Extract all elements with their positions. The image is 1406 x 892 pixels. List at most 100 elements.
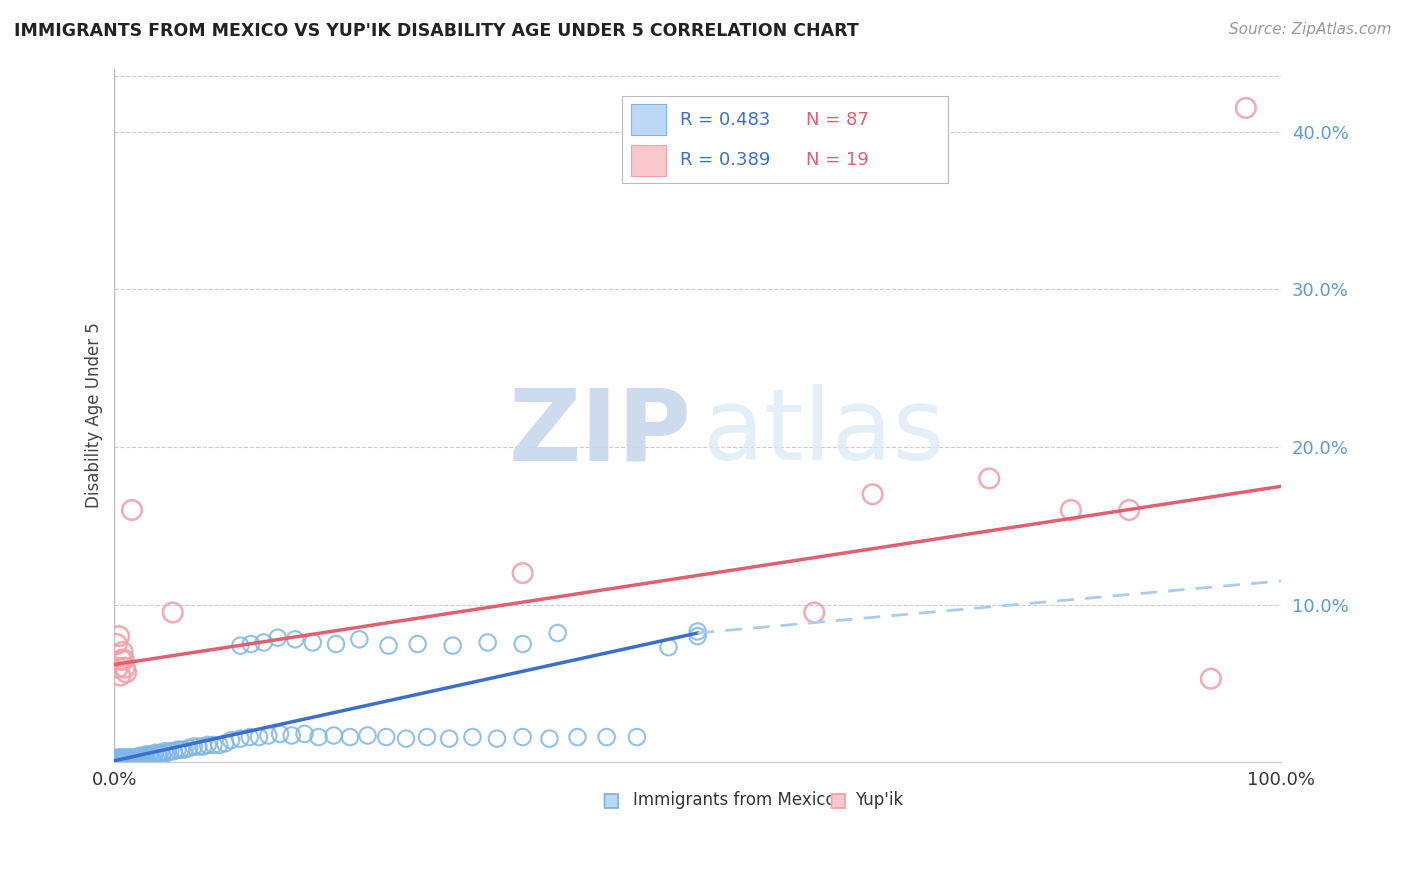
Point bbox=[686, 629, 709, 643]
Point bbox=[406, 637, 429, 651]
Point bbox=[294, 727, 316, 741]
Point bbox=[229, 639, 252, 653]
Point bbox=[512, 566, 534, 580]
Point bbox=[280, 729, 302, 743]
Point bbox=[110, 653, 132, 667]
Point bbox=[595, 730, 617, 744]
Point bbox=[416, 730, 439, 744]
Point bbox=[114, 752, 136, 766]
Point bbox=[118, 752, 141, 766]
Point bbox=[111, 645, 134, 659]
Point bbox=[124, 750, 146, 764]
Point bbox=[112, 750, 135, 764]
Point bbox=[441, 639, 464, 653]
Point bbox=[125, 752, 148, 766]
Point bbox=[461, 730, 484, 744]
Point bbox=[512, 730, 534, 744]
Point bbox=[149, 746, 172, 760]
Text: ZIP: ZIP bbox=[509, 384, 692, 482]
Point bbox=[110, 752, 132, 766]
Point bbox=[437, 731, 460, 746]
Point bbox=[477, 635, 499, 649]
Text: Immigrants from Mexico: Immigrants from Mexico bbox=[634, 791, 837, 809]
FancyBboxPatch shape bbox=[621, 96, 949, 183]
Text: N = 19: N = 19 bbox=[806, 152, 869, 169]
Point bbox=[247, 730, 270, 744]
Point bbox=[202, 738, 225, 752]
Point bbox=[485, 731, 508, 746]
Point bbox=[229, 731, 252, 746]
Point bbox=[110, 750, 132, 764]
Point bbox=[257, 729, 280, 743]
Point bbox=[339, 730, 361, 744]
Point bbox=[322, 729, 344, 743]
Point bbox=[132, 749, 155, 764]
Point bbox=[150, 747, 173, 762]
Point bbox=[170, 742, 193, 756]
Point bbox=[136, 749, 159, 764]
Point bbox=[115, 665, 138, 680]
Point bbox=[108, 629, 131, 643]
Text: R = 0.483: R = 0.483 bbox=[681, 111, 770, 128]
Point bbox=[567, 730, 589, 744]
Text: atlas: atlas bbox=[703, 384, 945, 482]
Point bbox=[538, 731, 561, 746]
Point bbox=[375, 730, 398, 744]
Point bbox=[111, 750, 134, 764]
Point bbox=[121, 503, 143, 517]
Point bbox=[356, 729, 378, 743]
Point bbox=[377, 639, 399, 653]
Point bbox=[105, 752, 128, 766]
Point bbox=[253, 635, 276, 649]
Point bbox=[512, 637, 534, 651]
Text: N = 87: N = 87 bbox=[806, 111, 869, 128]
Point bbox=[131, 750, 153, 764]
Point bbox=[129, 750, 152, 764]
Point bbox=[177, 741, 200, 756]
Point bbox=[162, 606, 184, 620]
Point bbox=[191, 739, 214, 754]
Point bbox=[159, 744, 181, 758]
Point bbox=[127, 750, 149, 764]
Point bbox=[267, 631, 290, 645]
Point bbox=[105, 637, 128, 651]
Point bbox=[142, 749, 165, 764]
Point bbox=[114, 661, 136, 675]
Point bbox=[166, 742, 188, 756]
Point bbox=[143, 746, 166, 760]
Point bbox=[657, 640, 679, 655]
Point bbox=[862, 487, 884, 501]
Y-axis label: Disability Age Under 5: Disability Age Under 5 bbox=[86, 323, 103, 508]
Point bbox=[803, 606, 825, 620]
Point bbox=[120, 750, 142, 764]
Point bbox=[107, 661, 129, 675]
Point bbox=[626, 730, 648, 744]
Point bbox=[122, 752, 145, 766]
Text: ▫: ▫ bbox=[600, 786, 620, 815]
Point bbox=[129, 749, 152, 764]
Text: ▫: ▫ bbox=[827, 786, 848, 815]
Text: ▪: ▪ bbox=[827, 786, 848, 815]
Point bbox=[156, 746, 179, 760]
Point bbox=[349, 632, 371, 647]
Point bbox=[208, 738, 231, 752]
Point bbox=[121, 752, 143, 766]
Point bbox=[547, 626, 569, 640]
Point bbox=[117, 750, 139, 764]
Point bbox=[112, 653, 135, 667]
FancyBboxPatch shape bbox=[631, 104, 666, 136]
Point bbox=[239, 637, 262, 651]
Point bbox=[219, 733, 242, 747]
Point bbox=[308, 730, 330, 744]
Point bbox=[395, 731, 418, 746]
Point bbox=[301, 635, 323, 649]
Point bbox=[269, 727, 291, 741]
Point bbox=[108, 752, 131, 766]
Point bbox=[187, 739, 209, 754]
Point bbox=[183, 739, 205, 754]
Point bbox=[139, 747, 162, 762]
Point bbox=[1118, 503, 1140, 517]
Point bbox=[122, 750, 145, 764]
Point bbox=[284, 632, 307, 647]
Point bbox=[214, 736, 236, 750]
